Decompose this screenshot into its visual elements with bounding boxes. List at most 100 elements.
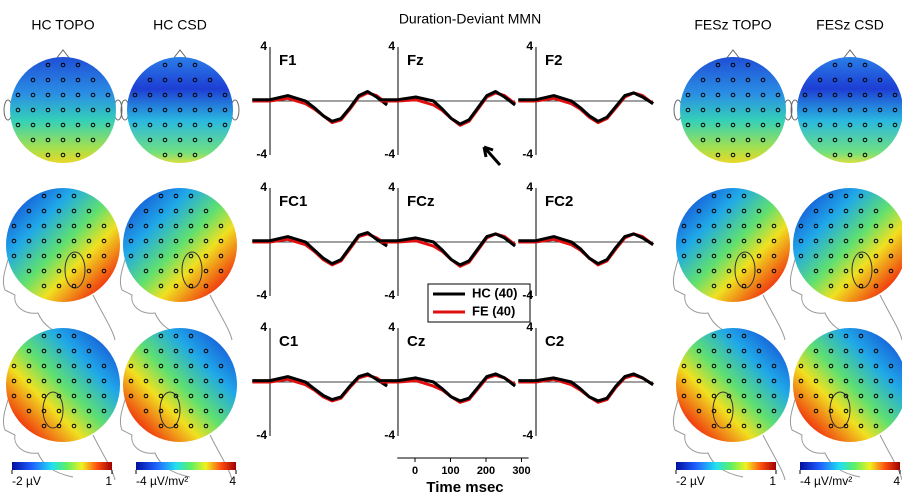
electrode bbox=[862, 122, 868, 128]
electrode bbox=[813, 378, 819, 384]
electrode bbox=[75, 77, 81, 83]
electrode bbox=[75, 107, 81, 113]
electrode bbox=[192, 107, 198, 113]
electrode bbox=[158, 378, 164, 384]
head-outline bbox=[2, 249, 116, 341]
electrode bbox=[101, 268, 107, 274]
electrode bbox=[873, 208, 879, 214]
electrode bbox=[60, 62, 66, 68]
electrode bbox=[158, 393, 164, 399]
electrode bbox=[843, 348, 849, 354]
electrode bbox=[41, 223, 47, 229]
electrode bbox=[173, 363, 179, 369]
electrode bbox=[873, 423, 879, 429]
electrode bbox=[817, 137, 823, 143]
waveform-panel: -4 4 F2 bbox=[518, 39, 655, 161]
electrode bbox=[685, 92, 691, 98]
waveform bbox=[380, 90, 517, 126]
electrode bbox=[696, 208, 702, 214]
electrode bbox=[188, 283, 194, 289]
electrode bbox=[726, 408, 732, 414]
electrode bbox=[760, 137, 766, 143]
electrode bbox=[90, 92, 96, 98]
electrode bbox=[56, 423, 62, 429]
electrode bbox=[177, 92, 183, 98]
electrode bbox=[101, 378, 107, 384]
electrode bbox=[828, 348, 834, 354]
electrode bbox=[726, 268, 732, 274]
electrode bbox=[207, 122, 213, 128]
head-outline bbox=[789, 249, 902, 341]
electrode bbox=[771, 393, 777, 399]
electrode bbox=[696, 363, 702, 369]
electrode bbox=[90, 122, 96, 128]
electrode bbox=[90, 77, 96, 83]
electrode bbox=[858, 238, 864, 244]
y-tick-label: 4 bbox=[526, 180, 533, 194]
electrode bbox=[218, 253, 224, 259]
topomap bbox=[3, 49, 123, 163]
electrode bbox=[726, 238, 732, 244]
electrode bbox=[11, 363, 17, 369]
electrode bbox=[741, 208, 747, 214]
electrode bbox=[30, 107, 36, 113]
y-tick-label: -4 bbox=[522, 147, 533, 161]
electrode bbox=[715, 62, 721, 68]
waveform bbox=[380, 372, 517, 403]
waveform bbox=[518, 372, 654, 403]
y-tick-label: -4 bbox=[256, 428, 267, 442]
panel-title: FCz bbox=[407, 193, 435, 210]
x-tick-label: 0 bbox=[412, 465, 418, 477]
electrode bbox=[888, 378, 894, 384]
colorbar-label: -4 µV/mv² bbox=[800, 474, 852, 488]
electrode bbox=[858, 283, 864, 289]
scalp bbox=[10, 57, 116, 163]
scalp bbox=[680, 57, 786, 163]
electrode bbox=[173, 333, 179, 339]
electrode bbox=[847, 122, 853, 128]
electrode bbox=[188, 333, 194, 339]
head-outline bbox=[119, 249, 233, 341]
electrode bbox=[143, 408, 149, 414]
electrode bbox=[41, 193, 47, 199]
map-title: FESz CSD bbox=[816, 17, 884, 33]
electrode bbox=[177, 152, 183, 158]
electrode bbox=[756, 283, 762, 289]
electrode bbox=[715, 137, 721, 143]
electrode bbox=[105, 92, 111, 98]
electrode bbox=[802, 92, 808, 98]
electrode bbox=[756, 253, 762, 259]
electrode bbox=[45, 62, 51, 68]
electrode bbox=[162, 107, 168, 113]
scalp bbox=[6, 328, 120, 442]
electrode bbox=[828, 408, 834, 414]
electrode bbox=[207, 137, 213, 143]
electrode bbox=[11, 378, 17, 384]
electrode bbox=[828, 238, 834, 244]
electrode bbox=[177, 62, 183, 68]
y-tick-label: 4 bbox=[260, 39, 267, 53]
electrode bbox=[158, 423, 164, 429]
electrode bbox=[158, 283, 164, 289]
electrode bbox=[162, 92, 168, 98]
electrode bbox=[128, 223, 134, 229]
electrode bbox=[173, 208, 179, 214]
electrode bbox=[862, 137, 868, 143]
electrode bbox=[858, 423, 864, 429]
electrode bbox=[41, 378, 47, 384]
electrode bbox=[41, 348, 47, 354]
electrode bbox=[741, 193, 747, 199]
electrode bbox=[756, 348, 762, 354]
electrode bbox=[862, 62, 868, 68]
y-tick-label: -4 bbox=[256, 147, 267, 161]
electrode bbox=[726, 283, 732, 289]
map-title: HC TOPO bbox=[31, 17, 94, 33]
topomap bbox=[789, 188, 902, 341]
electrode bbox=[745, 92, 751, 98]
electrode bbox=[203, 238, 209, 244]
electrode bbox=[771, 268, 777, 274]
electrode bbox=[71, 208, 77, 214]
electrode bbox=[756, 208, 762, 214]
electrode bbox=[832, 122, 838, 128]
electrode bbox=[56, 408, 62, 414]
